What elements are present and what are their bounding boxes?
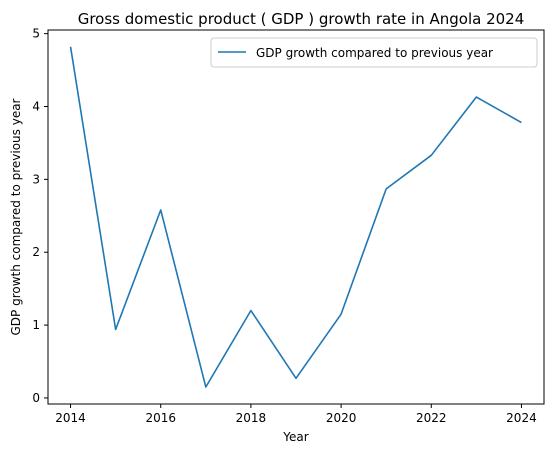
- y-tick-label: 0: [32, 391, 40, 405]
- y-tick-label: 1: [32, 318, 40, 332]
- x-tick-label: 2014: [55, 411, 86, 425]
- chart-title: Gross domestic product ( GDP ) growth ra…: [78, 10, 525, 28]
- y-tick-label: 2: [32, 245, 40, 259]
- y-tick-label: 3: [32, 172, 40, 186]
- plot-area: [47, 29, 545, 405]
- series-layer: [69, 46, 522, 388]
- x-tick-label: 2018: [236, 411, 267, 425]
- x-tick-label: 2020: [326, 411, 357, 425]
- y-tick-label: 4: [32, 100, 40, 114]
- y-tick-label: 5: [32, 27, 40, 41]
- x-axis-label: Year: [282, 430, 308, 444]
- y-axis-label: GDP growth compared to previous year: [9, 98, 23, 335]
- legend-box: [210, 37, 538, 68]
- series-line: [69, 46, 522, 388]
- y-axis-ticks: 0 1 2 3 4 5: [32, 27, 48, 405]
- x-tick-label: 2016: [145, 411, 176, 425]
- plot-frame: [47, 29, 545, 405]
- x-tick-label: 2022: [416, 411, 447, 425]
- legend: GDP growth compared to previous year: [210, 37, 538, 68]
- x-axis-ticks: 2014 2016 2018 2020 2022 2024: [55, 404, 537, 425]
- x-tick-label: 2024: [506, 411, 537, 425]
- legend-label: GDP growth compared to previous year: [256, 46, 493, 60]
